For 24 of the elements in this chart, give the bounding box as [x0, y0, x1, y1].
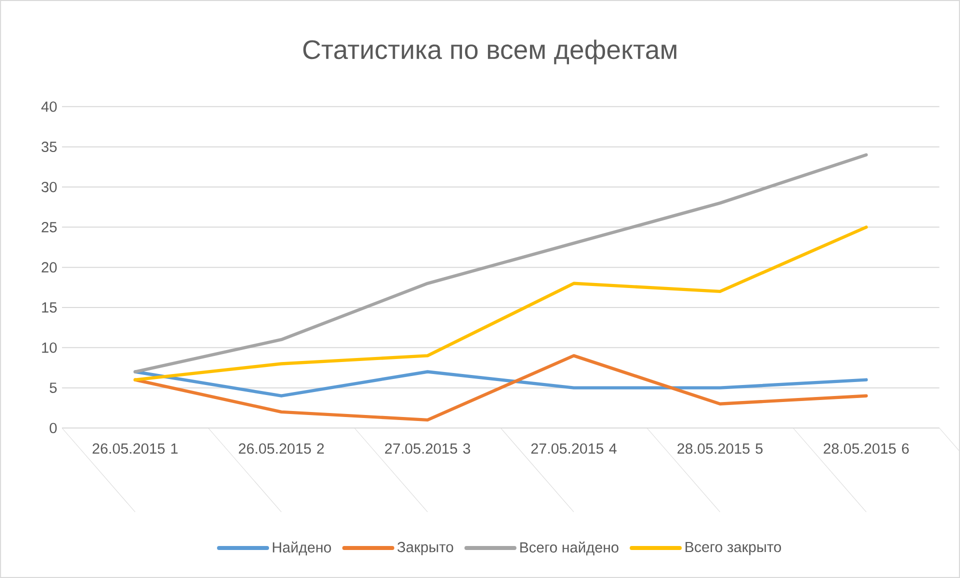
y-tick-label: 40 — [41, 101, 57, 112]
legend-label: Закрыто — [397, 542, 454, 556]
chart-title: Статистика по всем дефектам — [303, 40, 676, 64]
line-series — [134, 153, 868, 374]
x-tick-label: 26.05.2015 1 — [92, 443, 178, 454]
y-tick-label: 20 — [42, 262, 57, 273]
line-series — [134, 226, 868, 382]
y-tick-label: 30 — [42, 182, 57, 192]
x-tick-label: 26.05.2015 2 — [238, 443, 324, 454]
y-tick-label: 25 — [42, 222, 57, 232]
x-tick-label: 27.05.2015 4 — [531, 443, 617, 454]
legend-label: Всего закрыто — [686, 542, 782, 556]
y-tick-label: 10 — [42, 342, 57, 353]
y-tick-label: 5 — [50, 382, 57, 393]
x-tick-label: 28.05.2015 6 — [824, 443, 909, 454]
line-series — [134, 370, 868, 398]
y-tick-label: 0 — [50, 422, 57, 434]
y-tick-label: 35 — [42, 142, 57, 152]
legend-label: Всего найдено — [520, 542, 618, 556]
line-series — [134, 354, 868, 422]
legend-label: Найдено — [272, 542, 331, 556]
x-tick-label: 28.05.2015 5 — [678, 443, 763, 454]
x-tick-label: 27.05.2015 3 — [385, 443, 470, 454]
y-tick-label: 15 — [42, 302, 57, 313]
